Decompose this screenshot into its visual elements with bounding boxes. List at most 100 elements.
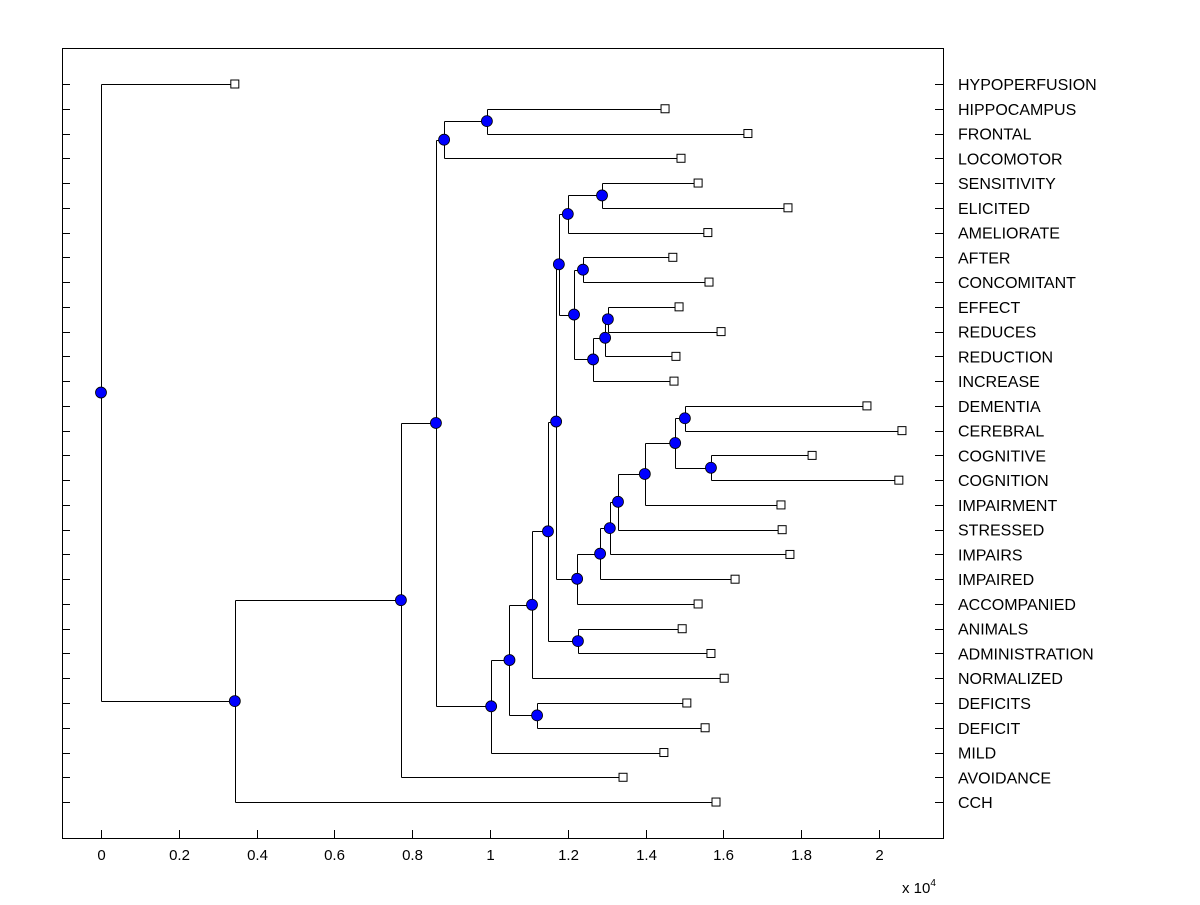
x-multiplier: x 104 — [902, 878, 936, 897]
leaf-label: INCREASE — [958, 374, 1040, 391]
leaf-label: COGNITIVE — [958, 448, 1046, 465]
leaf-node-marker — [682, 698, 692, 708]
leaf-node-marker — [719, 673, 729, 683]
leaf-node-marker — [668, 252, 678, 262]
internal-node-marker — [568, 308, 580, 321]
internal-node-marker — [678, 412, 691, 425]
x-tick-label: 0 — [97, 847, 105, 864]
leaf-node-marker — [659, 748, 669, 758]
internal-node-marker — [503, 654, 516, 666]
leaf-label: AMELIORATE — [958, 226, 1060, 243]
internal-node-marker — [95, 386, 107, 399]
leaf-node-marker — [711, 797, 721, 807]
leaf-node-marker — [669, 376, 679, 386]
leaf-node-marker — [897, 426, 907, 436]
internal-node-marker — [577, 263, 589, 276]
internal-node-marker — [561, 208, 574, 220]
leaf-node-marker — [706, 648, 716, 658]
leaf-label: REDUCTION — [958, 349, 1053, 366]
leaf-label: COGNITION — [958, 473, 1049, 490]
internal-node-marker — [572, 635, 584, 647]
leaf-label: ANIMALS — [958, 622, 1028, 639]
leaf-node-marker — [671, 351, 681, 361]
leaf-node-marker — [693, 599, 703, 609]
internal-node-marker — [228, 695, 241, 707]
x-tick-label: 0.6 — [324, 847, 345, 864]
leaf-label: ACCOMPANIED — [958, 597, 1076, 614]
internal-node-marker — [587, 353, 599, 366]
leaf-node-marker — [660, 104, 670, 114]
leaf-label: NORMALIZED — [958, 671, 1063, 688]
leaf-label: REDUCES — [958, 325, 1036, 342]
internal-node-marker — [550, 415, 563, 428]
leaf-label: DEMENTIA — [958, 399, 1041, 416]
x-tick-label: 1.2 — [558, 847, 579, 864]
leaf-node-marker — [783, 203, 793, 213]
leaf-label: IMPAIRMENT — [958, 498, 1057, 515]
x-tick-label: 1.8 — [791, 847, 812, 864]
leaf-node-marker — [777, 525, 787, 535]
leaf-node-marker — [230, 79, 240, 89]
leaf-label: STRESSED — [958, 523, 1044, 540]
internal-node-marker — [485, 700, 498, 713]
internal-node-marker — [571, 572, 584, 585]
leaf-label: CEREBRAL — [958, 424, 1044, 441]
leaf-label: ELICITED — [958, 201, 1030, 218]
leaf-label: CCH — [958, 795, 993, 812]
internal-node-marker — [438, 133, 450, 146]
internal-node-marker — [612, 495, 624, 508]
internal-node-marker — [638, 468, 651, 480]
internal-node-marker — [599, 331, 612, 344]
leaf-node-marker — [716, 327, 726, 337]
leaf-label: DEFICIT — [958, 721, 1020, 738]
leaf-label: LOCOMOTOR — [958, 151, 1063, 168]
internal-node-marker — [531, 709, 543, 722]
leaf-label: AVOIDANCE — [958, 770, 1051, 787]
leaf-node-marker — [704, 277, 714, 287]
leaf-node-marker — [693, 178, 703, 188]
x-tick-label: 1.6 — [713, 847, 734, 864]
x-tick-label: 1 — [486, 847, 494, 864]
leaf-label: IMPAIRED — [958, 572, 1034, 589]
x-tick-label: 0.4 — [247, 847, 268, 864]
tree-nodes — [95, 79, 907, 807]
leaf-label: MILD — [958, 746, 996, 763]
leaf-node-marker — [785, 549, 795, 559]
x-tick-label: 2 — [875, 847, 883, 864]
leaf-node-marker — [862, 401, 872, 411]
internal-node-marker — [395, 594, 407, 607]
leaf-label: FRONTAL — [958, 127, 1032, 144]
leaf-label: SENSITIVITY — [958, 176, 1056, 193]
leaf-node-marker — [677, 624, 687, 634]
leaf-node-marker — [776, 500, 786, 510]
internal-node-marker — [601, 313, 614, 326]
internal-node-marker — [480, 115, 493, 128]
x-tick-label: 1.4 — [636, 847, 657, 864]
leaf-node-marker — [700, 723, 710, 733]
internal-node-marker — [669, 437, 682, 449]
leaf-node-marker — [703, 228, 713, 238]
leaf-label: CONCOMITANT — [958, 275, 1076, 292]
internal-node-marker — [542, 525, 554, 538]
internal-node-marker — [603, 522, 616, 535]
leaf-node-marker — [618, 772, 628, 782]
leaf-label: ADMINISTRATION — [958, 646, 1094, 663]
leaf-label: AFTER — [958, 250, 1010, 267]
axis-ticks: 0 0.2 0.4 0.6 0.8 1 1.2 1.4 1.6 1.8 2 — [62, 84, 943, 864]
leaf-node-marker — [894, 475, 904, 485]
leaf-label: HYPOPERFUSION — [958, 77, 1097, 94]
internal-node-marker — [430, 417, 442, 429]
internal-node-marker — [526, 598, 538, 611]
x-tick-label: 0.2 — [169, 847, 190, 864]
leaf-node-marker — [730, 574, 740, 584]
leaf-label: EFFECT — [958, 300, 1020, 317]
internal-node-marker — [596, 189, 608, 202]
leaf-node-marker — [807, 450, 817, 460]
leaf-node-marker — [743, 129, 753, 139]
internal-node-marker — [552, 258, 565, 271]
leaf-label: HIPPOCAMPUS — [958, 102, 1076, 119]
leaf-node-marker — [674, 302, 684, 312]
internal-node-marker — [705, 461, 717, 474]
leaf-labels: HYPOPERFUSION HIPPOCAMPUS FRONTAL LOCOMOTOR… — [958, 77, 1097, 812]
